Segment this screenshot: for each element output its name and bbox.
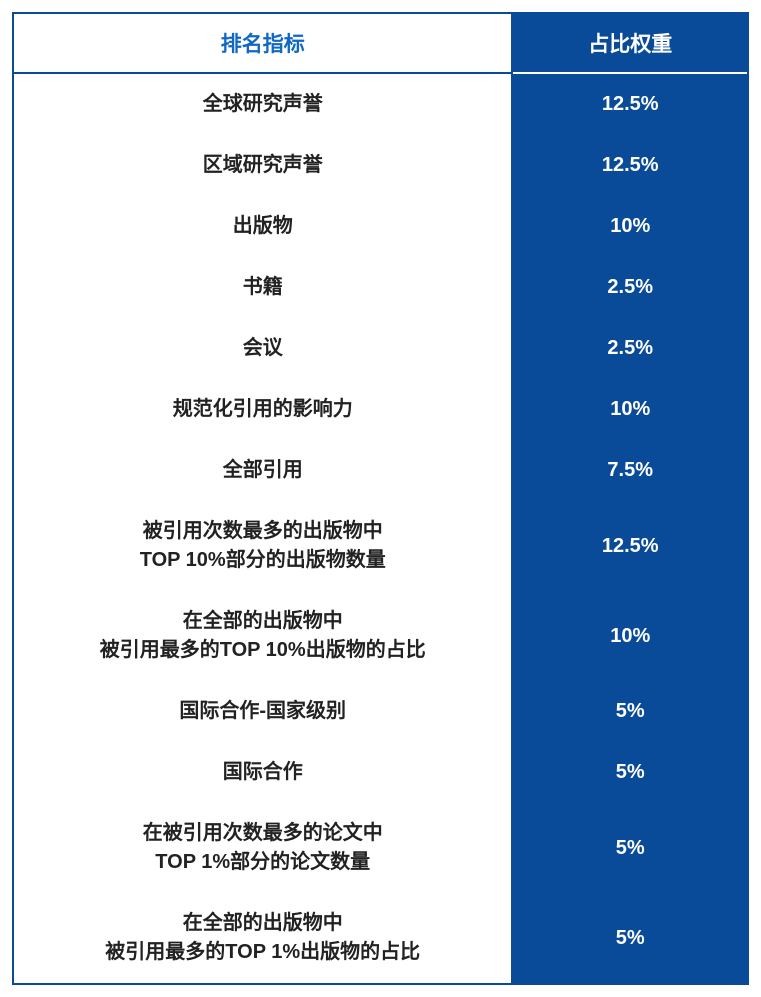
weight-cell: 5% [512, 681, 747, 742]
table-row: 全球研究声誉12.5% [14, 73, 747, 135]
indicator-cell: 全球研究声誉 [14, 73, 512, 135]
indicator-cell: 被引用次数最多的出版物中TOP 10%部分的出版物数量 [14, 501, 512, 591]
table-header-row: 排名指标 占比权重 [14, 14, 747, 73]
weight-cell: 12.5% [512, 501, 747, 591]
table-row: 国际合作-国家级别5% [14, 681, 747, 742]
indicator-cell: 在全部的出版物中被引用最多的TOP 1%出版物的占比 [14, 893, 512, 983]
indicator-cell: 区域研究声誉 [14, 135, 512, 196]
table-row: 在全部的出版物中被引用最多的TOP 1%出版物的占比5% [14, 893, 747, 983]
indicator-cell: 全部引用 [14, 440, 512, 501]
indicator-cell: 国际合作-国家级别 [14, 681, 512, 742]
table-row: 全部引用7.5% [14, 440, 747, 501]
table-row: 被引用次数最多的出版物中TOP 10%部分的出版物数量12.5% [14, 501, 747, 591]
table-row: 在全部的出版物中被引用最多的TOP 10%出版物的占比10% [14, 591, 747, 681]
indicator-cell: 出版物 [14, 196, 512, 257]
table-row: 区域研究声誉12.5% [14, 135, 747, 196]
table-row: 国际合作5% [14, 742, 747, 803]
column-header-weight: 占比权重 [512, 14, 747, 73]
indicator-cell: 国际合作 [14, 742, 512, 803]
table-body: 全球研究声誉12.5%区域研究声誉12.5%出版物10%书籍2.5%会议2.5%… [14, 73, 747, 983]
weight-cell: 10% [512, 379, 747, 440]
table-row: 会议2.5% [14, 318, 747, 379]
table-row: 出版物10% [14, 196, 747, 257]
table-row: 在被引用次数最多的论文中TOP 1%部分的论文数量5% [14, 803, 747, 893]
indicator-cell: 规范化引用的影响力 [14, 379, 512, 440]
weight-cell: 5% [512, 742, 747, 803]
table-row: 规范化引用的影响力10% [14, 379, 747, 440]
table: 排名指标 占比权重 全球研究声誉12.5%区域研究声誉12.5%出版物10%书籍… [14, 14, 747, 983]
ranking-weight-table: 排名指标 占比权重 全球研究声誉12.5%区域研究声誉12.5%出版物10%书籍… [12, 12, 749, 985]
weight-cell: 5% [512, 803, 747, 893]
weight-cell: 2.5% [512, 257, 747, 318]
indicator-cell: 会议 [14, 318, 512, 379]
indicator-cell: 书籍 [14, 257, 512, 318]
indicator-cell: 在被引用次数最多的论文中TOP 1%部分的论文数量 [14, 803, 512, 893]
weight-cell: 10% [512, 196, 747, 257]
weight-cell: 2.5% [512, 318, 747, 379]
indicator-cell: 在全部的出版物中被引用最多的TOP 10%出版物的占比 [14, 591, 512, 681]
weight-cell: 10% [512, 591, 747, 681]
weight-cell: 12.5% [512, 135, 747, 196]
weight-cell: 7.5% [512, 440, 747, 501]
table-row: 书籍2.5% [14, 257, 747, 318]
column-header-indicator: 排名指标 [14, 14, 512, 73]
weight-cell: 12.5% [512, 73, 747, 135]
weight-cell: 5% [512, 893, 747, 983]
